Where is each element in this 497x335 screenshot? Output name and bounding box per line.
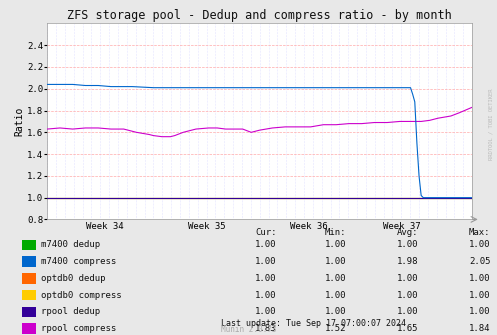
Bar <box>22 290 36 300</box>
Text: Max:: Max: <box>469 227 491 237</box>
Text: rpool dedup: rpool dedup <box>41 308 100 316</box>
Text: optdb0 dedup: optdb0 dedup <box>41 274 105 283</box>
Text: 2.05: 2.05 <box>469 257 491 266</box>
Text: Cur:: Cur: <box>255 227 277 237</box>
Text: 1.84: 1.84 <box>469 324 491 333</box>
Text: 1.65: 1.65 <box>397 324 418 333</box>
Text: 1.00: 1.00 <box>255 274 277 283</box>
Y-axis label: Ratio: Ratio <box>14 107 24 136</box>
Text: 1.00: 1.00 <box>469 240 491 249</box>
Text: 1.52: 1.52 <box>325 324 346 333</box>
Text: Last update: Tue Sep 17 07:00:07 2024: Last update: Tue Sep 17 07:00:07 2024 <box>221 319 406 328</box>
Text: 1.00: 1.00 <box>325 291 346 299</box>
Title: ZFS storage pool - Dedup and compress ratio - by month: ZFS storage pool - Dedup and compress ra… <box>67 9 452 22</box>
Text: 1.00: 1.00 <box>397 291 418 299</box>
Text: 1.00: 1.00 <box>469 274 491 283</box>
Text: 1.00: 1.00 <box>325 274 346 283</box>
Bar <box>22 324 36 334</box>
Text: m7400 compress: m7400 compress <box>41 257 116 266</box>
Text: 1.00: 1.00 <box>397 240 418 249</box>
Text: 1.00: 1.00 <box>325 257 346 266</box>
Text: Munin 2.0.73: Munin 2.0.73 <box>221 325 276 334</box>
Text: 1.00: 1.00 <box>325 308 346 316</box>
Text: 1.00: 1.00 <box>469 291 491 299</box>
Text: 1.00: 1.00 <box>255 308 277 316</box>
Bar <box>22 307 36 317</box>
Text: Min:: Min: <box>325 227 346 237</box>
Bar <box>22 240 36 250</box>
Text: 1.00: 1.00 <box>397 274 418 283</box>
Text: 1.00: 1.00 <box>255 291 277 299</box>
Text: optdb0 compress: optdb0 compress <box>41 291 121 299</box>
Text: 1.00: 1.00 <box>397 308 418 316</box>
Bar <box>22 256 36 267</box>
Text: 1.00: 1.00 <box>255 257 277 266</box>
Bar <box>22 273 36 283</box>
Text: RRDTOOL / TOBI OETIKER: RRDTOOL / TOBI OETIKER <box>489 88 494 160</box>
Text: Avg:: Avg: <box>397 227 418 237</box>
Text: 1.00: 1.00 <box>469 308 491 316</box>
Text: 1.00: 1.00 <box>325 240 346 249</box>
Text: m7400 dedup: m7400 dedup <box>41 240 100 249</box>
Text: rpool compress: rpool compress <box>41 324 116 333</box>
Text: 1.83: 1.83 <box>255 324 277 333</box>
Text: 1.00: 1.00 <box>255 240 277 249</box>
Text: 1.98: 1.98 <box>397 257 418 266</box>
